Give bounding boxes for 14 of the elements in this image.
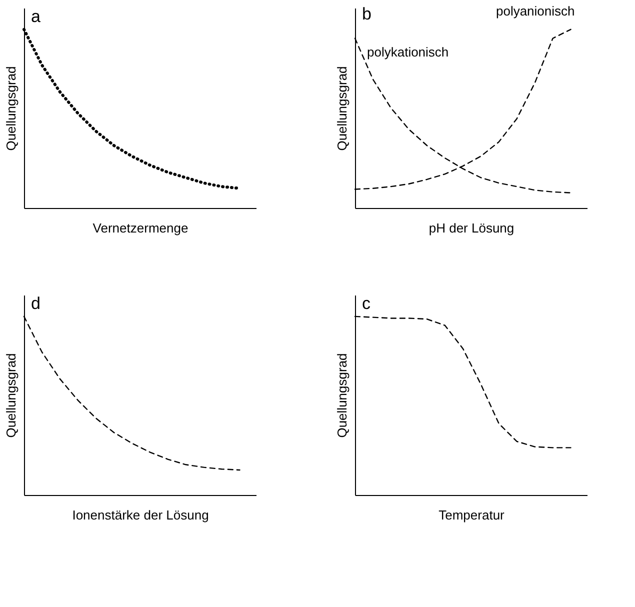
x-axis-title: Ionenstärke der Lösung bbox=[72, 508, 209, 522]
chart-title: b bbox=[362, 4, 372, 24]
x-axis-title: pH der Lösung bbox=[428, 220, 514, 236]
series-label: polykationisch bbox=[367, 44, 449, 60]
y-axis-title: Quellungsgrad bbox=[4, 353, 18, 438]
series-label: polyanionisch bbox=[496, 3, 575, 18]
x-axis-title: Temperatur bbox=[438, 508, 506, 522]
x-axis-title: Vernetzermenge bbox=[92, 220, 188, 236]
chart-title: a bbox=[31, 7, 41, 26]
chart-title: c bbox=[362, 294, 371, 313]
chart-title: d bbox=[31, 294, 40, 313]
y-axis-title: Quellungsgrad bbox=[334, 353, 350, 438]
y-axis-title: Quellungsgrad bbox=[334, 66, 350, 151]
y-axis-title: Quellungsgrad bbox=[4, 66, 18, 151]
